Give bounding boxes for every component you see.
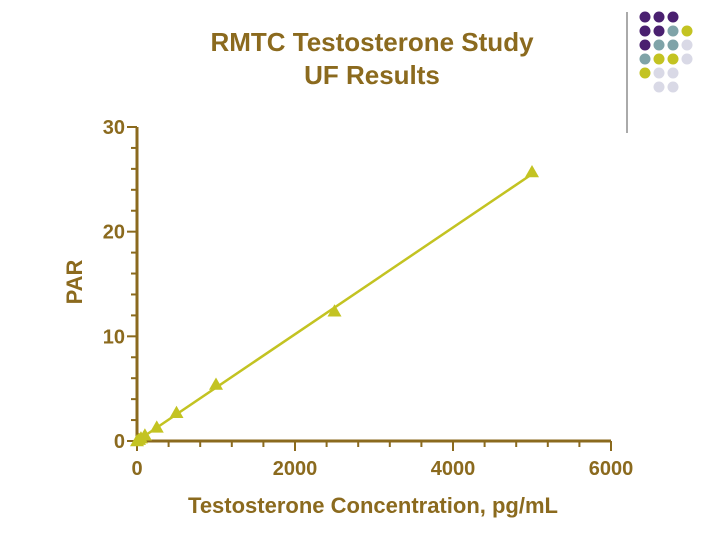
chart-title: RMTC Testosterone Study bbox=[210, 27, 534, 57]
decorative-dot bbox=[653, 67, 665, 79]
decorative-dot bbox=[639, 11, 651, 23]
decorative-dot bbox=[667, 11, 679, 23]
decorative-dot bbox=[667, 53, 679, 65]
decorative-dot bbox=[681, 53, 693, 65]
data-point-triangle bbox=[169, 405, 184, 418]
y-tick-label: 0 bbox=[114, 431, 125, 453]
data-point-triangle bbox=[525, 165, 539, 178]
decorative-dot bbox=[653, 39, 665, 51]
decorative-dot bbox=[639, 53, 651, 65]
x-axis-label: Testosterone Concentration, pg/mL bbox=[188, 493, 558, 518]
data-point-triangle bbox=[327, 304, 342, 317]
x-tick-label: 4000 bbox=[431, 458, 476, 480]
decorative-dot bbox=[681, 39, 693, 51]
decorative-dot bbox=[681, 25, 693, 37]
decorative-dot bbox=[667, 39, 679, 51]
decorative-dot bbox=[667, 25, 679, 37]
decorative-dot bbox=[653, 25, 665, 37]
decorative-dot bbox=[667, 67, 679, 79]
decorative-dot bbox=[639, 39, 651, 51]
tick-labels: 0 10 20 30 0 2000 4000 6000 bbox=[103, 117, 634, 480]
data-point-triangle bbox=[137, 428, 152, 441]
decorative-dot bbox=[653, 11, 665, 23]
decorative-dot bbox=[653, 81, 665, 93]
decorative-dot bbox=[639, 25, 651, 37]
data-point-triangle bbox=[209, 377, 223, 390]
x-tick-label: 0 bbox=[131, 458, 142, 480]
data-series bbox=[130, 165, 539, 447]
y-tick-label: 10 bbox=[103, 326, 125, 348]
y-tick-label: 20 bbox=[103, 222, 125, 244]
data-point-triangle bbox=[149, 420, 164, 433]
x-tick-label: 2000 bbox=[273, 458, 318, 480]
x-tick-label: 6000 bbox=[589, 458, 634, 480]
axes bbox=[127, 126, 612, 451]
decorative-dot bbox=[653, 53, 665, 65]
y-axis-label: PAR bbox=[62, 259, 87, 304]
decorative-dot bbox=[639, 67, 651, 79]
y-tick-label: 30 bbox=[103, 117, 125, 139]
chart-subtitle: UF Results bbox=[304, 60, 440, 90]
decorative-dot bbox=[667, 81, 679, 93]
